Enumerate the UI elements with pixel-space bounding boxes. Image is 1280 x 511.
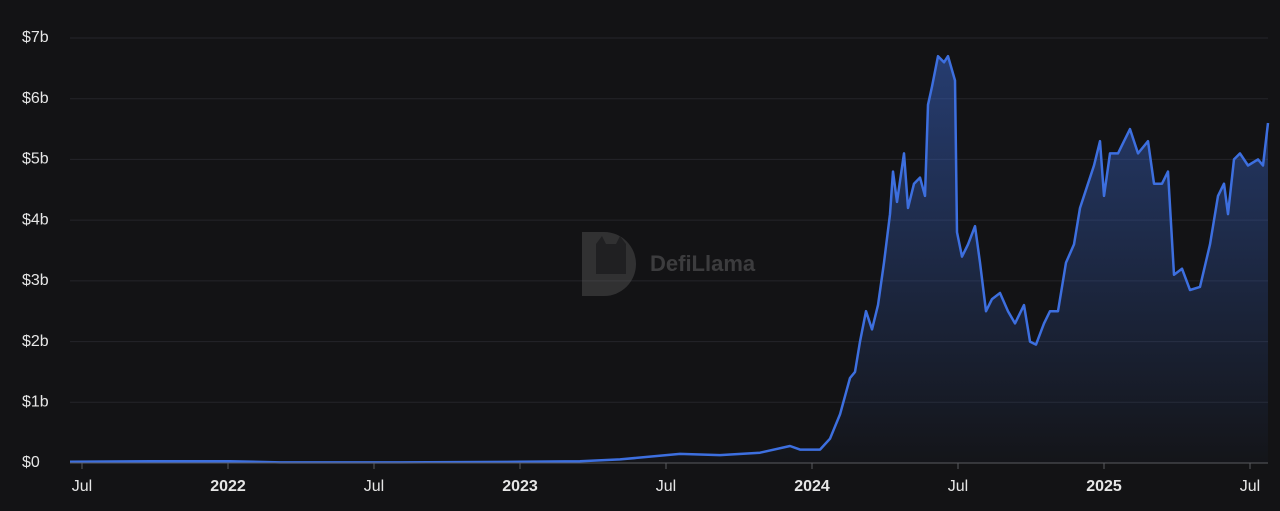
watermark-logo xyxy=(582,232,636,296)
y-tick-label: $7b xyxy=(22,29,49,46)
y-tick-label: $4b xyxy=(22,211,49,228)
y-tick-label: $3b xyxy=(22,272,49,289)
y-tick-label: $6b xyxy=(22,90,49,107)
plot xyxy=(69,54,1270,464)
y-tick-label: $2b xyxy=(22,333,49,350)
x-tick-label: Jul xyxy=(72,478,92,495)
x-tick-label: 2025 xyxy=(1086,478,1122,495)
x-tick-label: 2022 xyxy=(210,478,246,495)
y-tick-label: $0 xyxy=(22,454,40,471)
x-tick-label: Jul xyxy=(1240,478,1260,495)
grid xyxy=(70,37,1268,464)
line xyxy=(69,54,1270,464)
area-fill xyxy=(70,56,1268,463)
watermark: DefiLlama xyxy=(582,232,756,296)
x-tick-label: Jul xyxy=(948,478,968,495)
x-tick-label: 2023 xyxy=(502,478,538,495)
x-tick-label: 2024 xyxy=(794,478,830,495)
y-tick-label: $5b xyxy=(22,151,49,168)
x-tick-label: Jul xyxy=(364,478,384,495)
y-tick-label: $1b xyxy=(22,394,49,411)
x-tick-label: Jul xyxy=(656,478,676,495)
axes: $0 $1b $2b $3b $4b $5b $6b $7b Jul 2022 Jul 2023 Jul… xyxy=(22,29,1268,495)
watermark-llama xyxy=(596,236,626,274)
watermark-text: DefiLlama xyxy=(650,251,756,276)
